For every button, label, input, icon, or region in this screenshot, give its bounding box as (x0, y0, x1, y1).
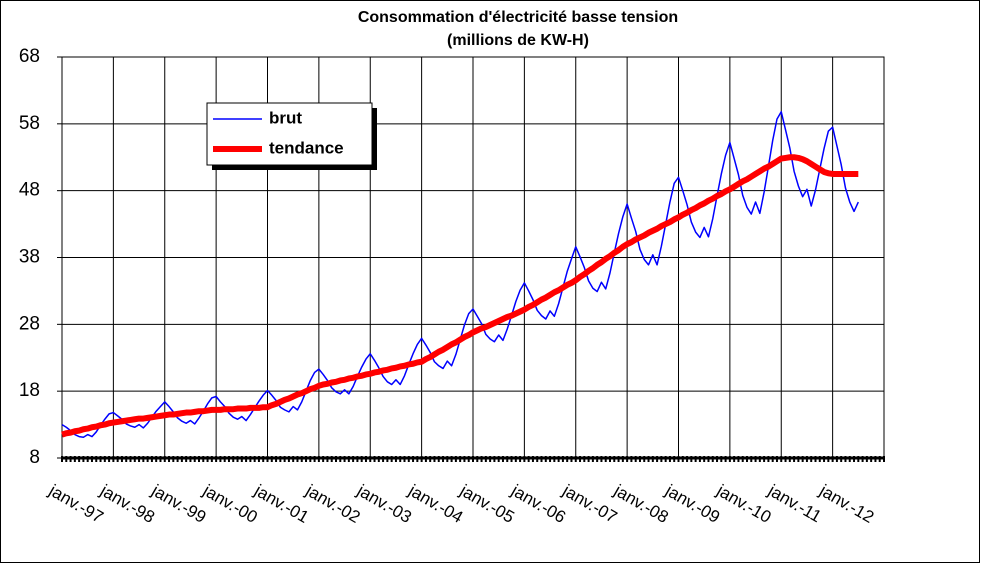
y-tick-label: 48 (19, 180, 40, 201)
legend: brut tendance (206, 102, 377, 170)
y-tick-label: 58 (19, 113, 40, 134)
y-tick-label: 28 (19, 313, 40, 334)
legend-box (206, 102, 373, 166)
y-tick-label: 38 (19, 247, 40, 268)
legend-label: tendance (269, 138, 344, 157)
y-tick-label: 18 (19, 380, 40, 401)
series-line (61, 154, 859, 438)
y-tick-label: 8 (29, 447, 40, 468)
chart-subtitle: (millions de KW-H) (447, 32, 589, 49)
chart-title: Consommation d'électricité basse tension (358, 9, 678, 26)
y-tick-label: 68 (19, 46, 40, 67)
legend-label: brut (269, 108, 302, 127)
